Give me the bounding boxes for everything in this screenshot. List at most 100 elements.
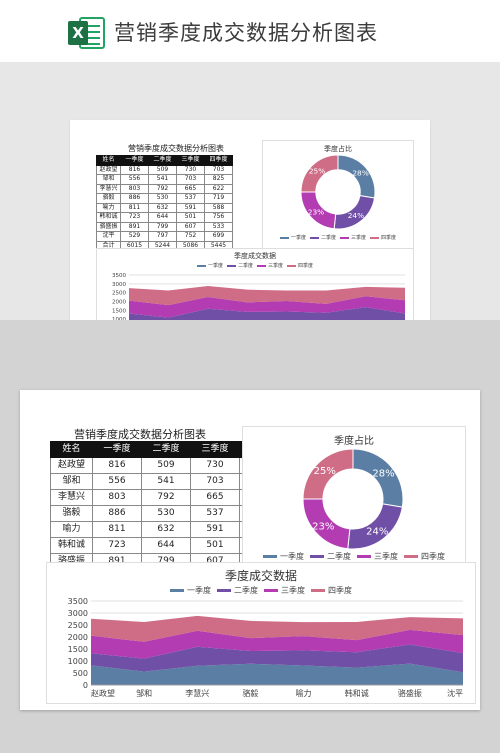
legend-swatch [264,589,278,592]
x-tick-label: 骆盛振 [398,688,422,698]
legend-label: 三季度 [281,586,305,595]
table-cell: 533 [204,221,233,232]
pie-slice [302,448,354,500]
legend-swatch [263,555,277,558]
table-cell: 530 [141,505,191,522]
pie-data-label: 23% [312,521,334,532]
column-header: 姓名 [50,441,93,458]
column-header: 一季度 [120,155,149,166]
table-cell: 816 [92,457,142,474]
legend-swatch [170,589,184,592]
x-tick-label: 韩和诚 [345,688,369,698]
table-cell: 509 [148,164,177,175]
legend-item: 四季度 [370,234,396,241]
area-series [129,285,405,306]
legend-item: 四季度 [404,551,445,562]
pie-data-label: 24% [348,211,364,220]
table-cell: 799 [148,221,177,232]
legend-swatch [370,236,380,239]
table-cell: 723 [120,212,149,223]
table-cell: 665 [176,183,205,194]
column-header: 四季度 [204,155,233,166]
legend-swatch [287,264,297,267]
y-tick-label: 1500 [68,645,88,654]
table-cell: 891 [120,221,149,232]
legend-label: 二季度 [237,263,253,269]
y-tick-label: 2500 [68,621,88,630]
legend-item: 一季度 [263,551,304,562]
table-cell: 骆毅 [50,505,93,522]
legend-item: 一季度 [279,234,306,241]
legend-label: 四季度 [328,586,352,595]
y-tick-label: 2000 [68,633,88,642]
page-title: 营销季度成交数据分析图表 [114,21,378,45]
legend-swatch [404,555,418,558]
legend-item: 一季度 [196,262,223,269]
pie-chart-title: 季度占比 [334,436,374,447]
legend-item: 二季度 [217,585,258,596]
legend-label: 三季度 [268,263,284,269]
legend-swatch [309,236,319,239]
table-cell: 803 [120,183,149,194]
table-cell: 501 [176,212,205,223]
table-cell: 756 [204,212,233,223]
legend-label: 一季度 [290,235,306,241]
table-cell: 李慧兴 [50,489,93,506]
legend-label: 二季度 [320,235,336,241]
y-tick-label: 0 [83,681,88,690]
table-cell: 665 [190,489,240,506]
table-cell: 邹和 [50,473,93,490]
legend-swatch [279,236,289,239]
donut-chart: 28% 24% 23% 25% [302,448,404,550]
legend-item: 二季度 [226,262,253,269]
area-legend: 一季度 二季度 三季度 四季度 [47,585,475,596]
pie-data-label: 25% [309,167,325,176]
table-cell: 730 [176,164,205,175]
x-tick-label: 喻力 [296,688,312,698]
table-cell: 沈平 [96,231,121,242]
table-cell: 792 [141,489,191,506]
table-cell: 588 [204,202,233,213]
legend-label: 三季度 [374,552,398,561]
table-cell: 541 [141,473,191,490]
legend-label: 二季度 [327,552,351,561]
table-cell: 501 [190,537,240,554]
legend-swatch [310,555,324,558]
svg-text:X: X [72,24,84,42]
table-cell: 邹和 [96,174,121,185]
table-cell: 797 [148,231,177,242]
table-cell: 赵政望 [96,164,121,175]
pie-chart-title: 季度占比 [324,145,352,153]
legend-swatch [226,264,236,267]
area-series [91,615,463,642]
table-cell: 886 [92,505,142,522]
legend-label: 二季度 [234,586,258,595]
pie-data-label: 24% [366,526,388,537]
pie-legend: 一季度 二季度 三季度 四季度 [263,234,413,241]
x-tick-label: 沈平 [447,688,463,698]
area-legend: 一季度 二季度 三季度 四季度 [97,262,413,269]
pie-data-label: 25% [314,466,336,477]
legend-item: 四季度 [287,262,313,269]
y-tick-label: 1500 [112,308,126,314]
y-tick-label: 3500 [68,597,88,606]
table-cell: 541 [148,174,177,185]
y-tick-label: 500 [73,669,88,678]
table-cell: 607 [176,221,205,232]
area-chart-title: 季度成交数据 [234,252,276,260]
y-tick-label: 3000 [68,609,88,618]
column-header: 三季度 [190,441,240,458]
header-bar: X 营销季度成交数据分析图表 [0,0,500,62]
legend-label: 四季度 [381,235,397,241]
pie-slice [300,154,339,193]
table-cell: 韩和诚 [50,537,93,554]
column-header: 姓名 [96,155,121,166]
table-cell: 825 [204,174,233,185]
